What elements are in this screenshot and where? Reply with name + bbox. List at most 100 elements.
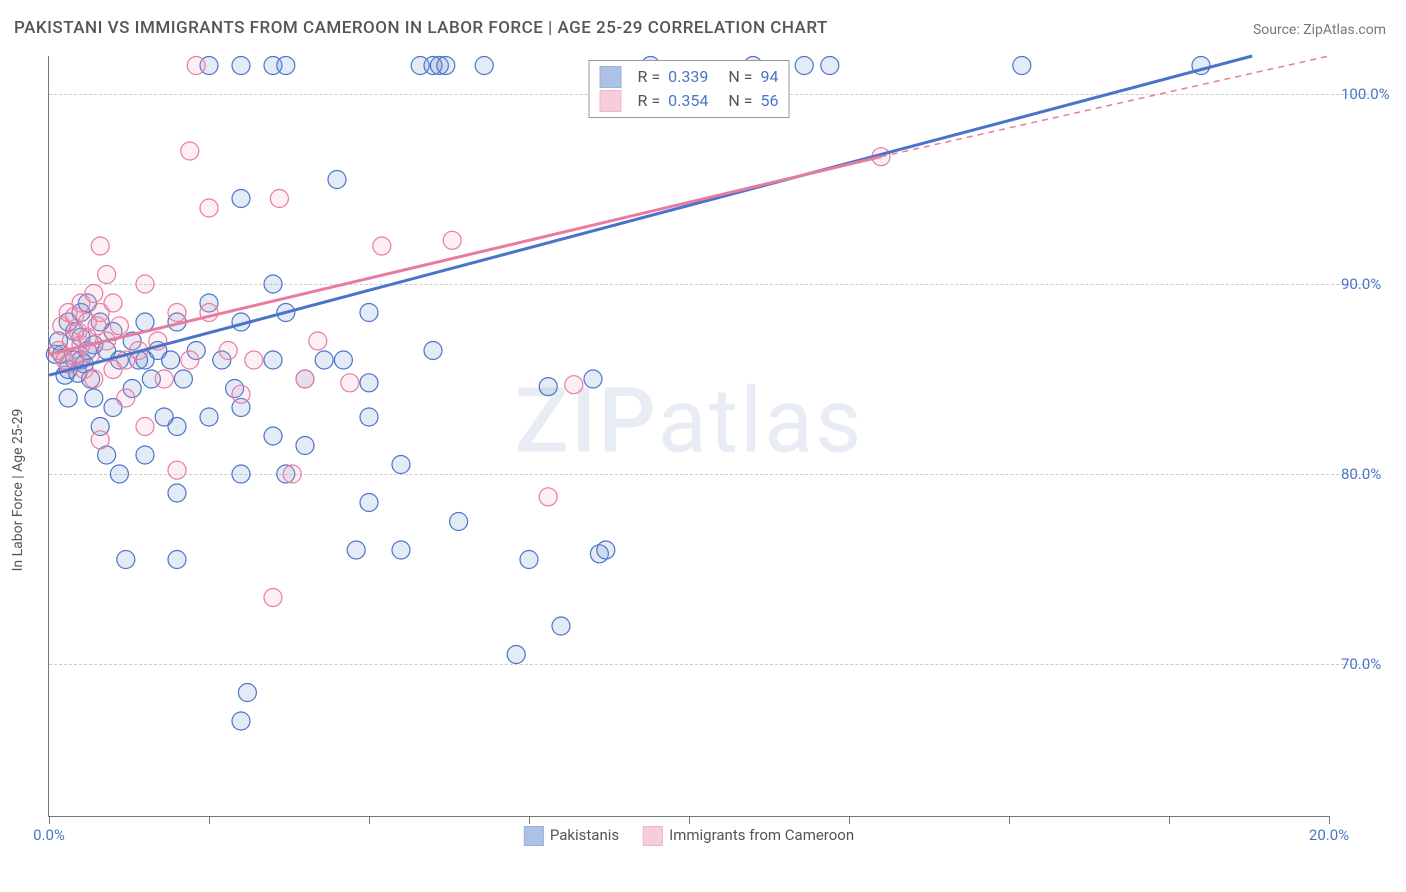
chart-svg (49, 56, 1329, 816)
data-point (283, 465, 301, 483)
data-point (392, 541, 410, 559)
data-point (82, 345, 100, 363)
r-value-pakistanis: 0.339 (668, 65, 708, 89)
data-point (443, 231, 461, 249)
data-point (1013, 57, 1031, 75)
x-tick (1329, 816, 1330, 824)
y-tick-label: 80.0% (1341, 465, 1401, 483)
data-point (437, 57, 455, 75)
x-tick-label: 20.0% (1309, 826, 1349, 844)
data-point (200, 199, 218, 217)
data-point (168, 484, 186, 502)
x-tick (849, 816, 850, 824)
data-point (162, 351, 180, 369)
x-tick (1009, 816, 1010, 824)
data-point (341, 374, 359, 392)
source-attribution: Source: ZipAtlas.com (1253, 22, 1386, 38)
data-point (264, 275, 282, 293)
data-point (597, 541, 615, 559)
swatch-pakistanis (600, 66, 622, 88)
y-tick-label: 70.0% (1341, 655, 1401, 673)
data-point (187, 57, 205, 75)
data-point (232, 712, 250, 730)
data-point (168, 418, 186, 436)
y-tick-label: 90.0% (1341, 275, 1401, 293)
y-axis-label: In Labor Force | Age 25-29 (10, 319, 26, 482)
data-point (264, 351, 282, 369)
series-legend: Pakistanis Immigrants from Cameroon (524, 826, 854, 846)
data-point (104, 294, 122, 312)
x-tick (689, 816, 690, 824)
data-point (264, 589, 282, 607)
legend-item-cameroon: Immigrants from Cameroon (643, 826, 854, 846)
data-point (168, 551, 186, 569)
data-point (450, 513, 468, 531)
data-point (360, 374, 378, 392)
data-point (552, 617, 570, 635)
data-point (219, 342, 237, 360)
r-value-cameroon: 0.354 (668, 89, 708, 113)
data-point (98, 266, 116, 284)
data-point (238, 684, 256, 702)
x-tick (49, 816, 50, 824)
data-point (392, 456, 410, 474)
data-point (360, 304, 378, 322)
data-point (168, 461, 186, 479)
data-point (110, 317, 128, 335)
data-point (334, 351, 352, 369)
data-point (136, 275, 154, 293)
correlation-legend: R = 0.339 N = 94 R = 0.354 N = 56 (589, 60, 790, 118)
legend-swatch-cameroon (643, 826, 663, 846)
x-tick (1169, 816, 1170, 824)
data-point (181, 351, 199, 369)
data-point (373, 237, 391, 255)
data-point (232, 190, 250, 208)
data-point (539, 488, 557, 506)
data-point (136, 446, 154, 464)
data-point (270, 190, 288, 208)
plot-area: ZIPatlas R = 0.339 N = 94 R = 0.354 N = … (48, 56, 1329, 817)
data-point (181, 142, 199, 160)
data-point (539, 378, 557, 396)
legend-item-pakistanis: Pakistanis (524, 826, 619, 846)
n-value-cameroon: 56 (760, 89, 778, 113)
data-point (85, 389, 103, 407)
data-point (174, 370, 192, 388)
data-point (424, 342, 442, 360)
x-tick (529, 816, 530, 824)
data-point (245, 351, 263, 369)
swatch-cameroon (600, 90, 622, 112)
legend-row-cameroon: R = 0.354 N = 56 (600, 89, 779, 113)
data-point (168, 304, 186, 322)
regression-line (49, 157, 881, 355)
x-tick-label: 0.0% (33, 826, 65, 844)
data-point (85, 370, 103, 388)
data-point (795, 57, 813, 75)
data-point (309, 332, 327, 350)
data-point (232, 385, 250, 403)
data-point (91, 431, 109, 449)
x-tick (209, 816, 210, 824)
x-tick (369, 816, 370, 824)
data-point (507, 646, 525, 664)
data-point (155, 370, 173, 388)
data-point (232, 57, 250, 75)
data-point (296, 370, 314, 388)
data-point (584, 370, 602, 388)
data-point (110, 465, 128, 483)
data-point (85, 285, 103, 303)
data-point (264, 427, 282, 445)
data-point (520, 551, 538, 569)
data-point (360, 408, 378, 426)
data-point (277, 57, 295, 75)
data-point (360, 494, 378, 512)
y-tick-label: 100.0% (1341, 85, 1401, 103)
data-point (200, 408, 218, 426)
regression-line-extrapolated (881, 56, 1329, 157)
legend-swatch-pakistanis (524, 826, 544, 846)
data-point (91, 237, 109, 255)
data-point (475, 57, 493, 75)
data-point (232, 465, 250, 483)
legend-row-pakistanis: R = 0.339 N = 94 (600, 65, 779, 89)
n-value-pakistanis: 94 (760, 65, 778, 89)
